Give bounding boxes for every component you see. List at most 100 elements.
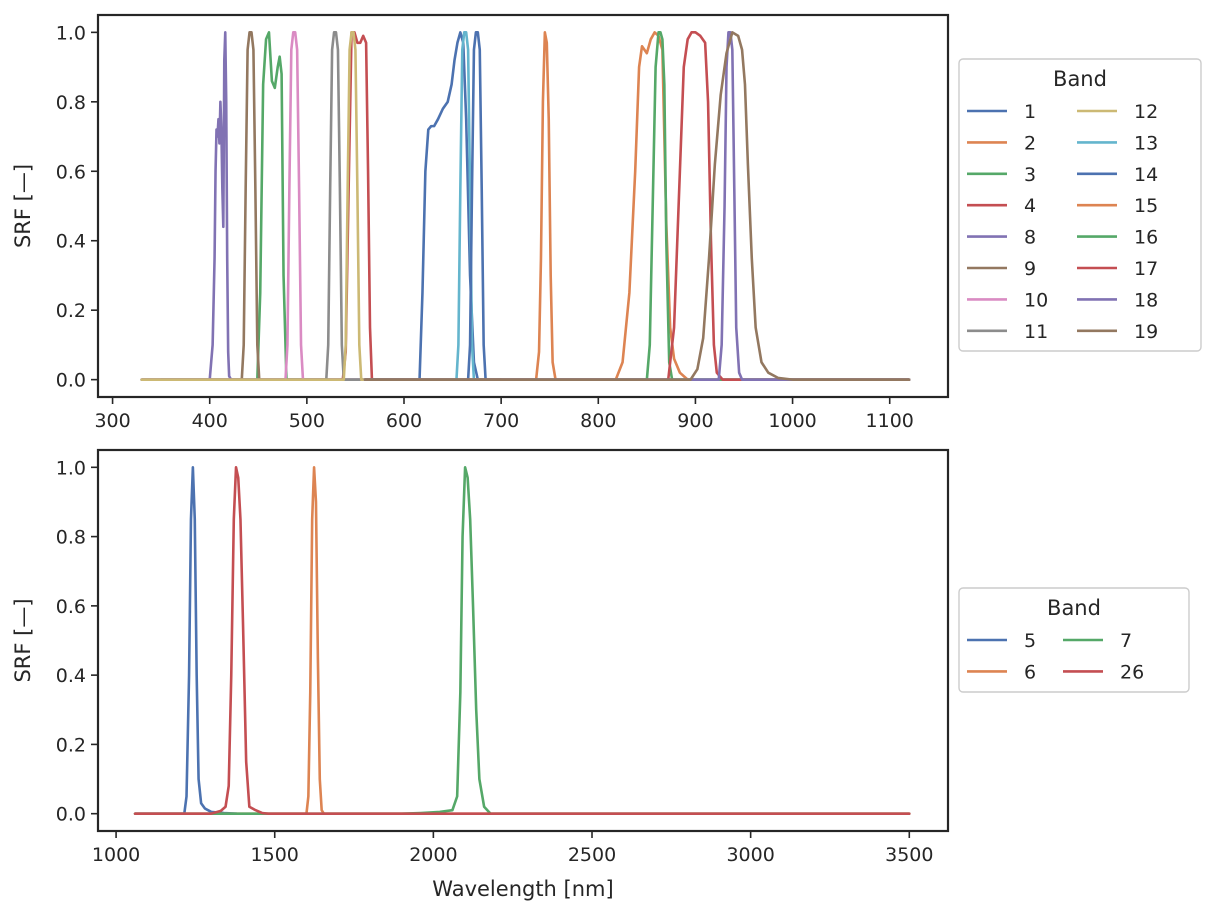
series-lines [133, 466, 911, 815]
x-tick-label: 3500 [885, 844, 933, 866]
legend-label: 9 [1024, 258, 1036, 280]
legend-item-band-14: 14 [1077, 164, 1158, 186]
series-line-band-6 [133, 466, 911, 815]
y-axis-label: SRF [—] [11, 598, 35, 682]
y-tick-label: 0.8 [56, 92, 86, 114]
y-tick-label: 0.0 [56, 804, 86, 826]
x-tick-label: 2500 [568, 844, 616, 866]
legend-label: 8 [1024, 227, 1036, 249]
series-line-band-14 [363, 31, 911, 381]
legend-label: 17 [1134, 258, 1158, 280]
legend-item-band-7: 7 [1063, 630, 1132, 652]
legend-item-band-5: 5 [967, 630, 1036, 652]
series-line-band-1 [159, 31, 911, 381]
legend-item-band-3: 3 [967, 164, 1036, 186]
legend-label: 13 [1134, 132, 1158, 154]
series-lines [140, 31, 911, 381]
legend-label: 3 [1024, 164, 1036, 186]
legend-label: 14 [1134, 164, 1158, 186]
legend-item-band-17: 17 [1077, 258, 1158, 280]
series-line-band-26 [133, 466, 911, 815]
series-line-band-3 [140, 31, 406, 381]
legend-item-band-18: 18 [1077, 289, 1158, 311]
y-tick-label: 0.4 [56, 665, 86, 687]
x-tick-label: 800 [580, 410, 616, 432]
x-tick-label: 400 [192, 410, 228, 432]
legend-title: Band [1047, 596, 1101, 620]
y-tick-label: 1.0 [56, 22, 86, 44]
y-tick-label: 0.4 [56, 231, 86, 253]
y-tick-label: 0.6 [56, 596, 86, 618]
series-line-band-18 [363, 31, 911, 381]
x-tick-label: 700 [483, 410, 519, 432]
series-line-band-15 [363, 31, 911, 381]
x-axis-label: Wavelength [nm] [432, 877, 613, 901]
legend: Band 5 6 7 26 [958, 587, 1190, 693]
y-tick-label: 0.2 [56, 734, 86, 756]
legend-label: 18 [1134, 289, 1158, 311]
x-tick-label: 2000 [409, 844, 457, 866]
legend-item-band-13: 13 [1077, 132, 1158, 154]
legend-item-band-16: 16 [1077, 227, 1158, 249]
legend-label: 4 [1024, 195, 1036, 217]
y-tick-label: 0.6 [56, 161, 86, 183]
axes-frame [96, 13, 950, 399]
series-line-band-7 [133, 466, 911, 815]
legend-item-band-1: 1 [967, 101, 1036, 123]
legend-label: 15 [1134, 195, 1158, 217]
y-tick-label: 0.8 [56, 527, 86, 549]
x-tick-label: 500 [289, 410, 325, 432]
legend-item-band-15: 15 [1077, 195, 1158, 217]
x-tick-label: 300 [94, 410, 130, 432]
legend-label: 16 [1134, 227, 1158, 249]
legend-label: 5 [1024, 630, 1036, 652]
series-line-band-10 [140, 31, 406, 381]
legend-label: 12 [1134, 101, 1158, 123]
x-tick-label: 3000 [726, 844, 774, 866]
series-line-band-9 [140, 31, 406, 381]
series-line-band-12 [140, 31, 503, 381]
series-line-band-13 [363, 31, 911, 381]
legend-item-band-9: 9 [967, 258, 1036, 280]
legend-label: 2 [1024, 132, 1036, 154]
series-line-band-17 [363, 31, 911, 381]
legend-label: 11 [1024, 321, 1048, 343]
legend-item-band-8: 8 [967, 227, 1036, 249]
legend-item-band-4: 4 [967, 195, 1036, 217]
legend-item-band-19: 19 [1077, 321, 1158, 343]
top-panel: 300 400 500 600 700 800 900 1000 1100 0.0 0.2 0.4 0.… [11, 13, 1202, 432]
legend-label: 19 [1134, 321, 1158, 343]
legend-title: Band [1053, 67, 1107, 91]
x-tick-label: 600 [386, 410, 422, 432]
x-tick-label: 1500 [251, 844, 299, 866]
legend-item-band-26: 26 [1063, 661, 1144, 683]
legend-item-band-12: 12 [1077, 101, 1158, 123]
legend-label: 7 [1120, 630, 1132, 652]
legend-item-band-11: 11 [967, 321, 1048, 343]
bottom-panel: 1000 1500 2000 2500 3000 3500 0.0 0.2 0.4 0.6 0.8 1… [11, 448, 1190, 901]
legend-item-band-10: 10 [967, 289, 1048, 311]
series-line-band-5 [133, 466, 238, 815]
y-tick-label: 0.0 [56, 370, 86, 392]
series-line-band-16 [363, 31, 911, 381]
legend-label: 1 [1024, 101, 1036, 123]
axes-frame [96, 448, 950, 833]
legend-item-band-6: 6 [967, 661, 1036, 683]
series-line-band-2 [363, 31, 911, 381]
x-tick-label: 1000 [768, 410, 816, 432]
series-line-band-11 [140, 31, 503, 381]
legend-item-band-2: 2 [967, 132, 1036, 154]
y-tick-label: 1.0 [56, 457, 86, 479]
legend-label: 10 [1024, 289, 1048, 311]
x-tick-label: 1100 [866, 410, 914, 432]
y-axis-label: SRF [—] [11, 164, 35, 248]
legend-label: 6 [1024, 661, 1036, 683]
series-line-band-8 [140, 31, 406, 381]
series-line-band-19 [363, 31, 911, 381]
series-line-band-4 [140, 31, 503, 381]
y-tick-label: 0.2 [56, 300, 86, 322]
x-tick-label: 1000 [92, 844, 140, 866]
x-tick-label: 900 [677, 410, 713, 432]
